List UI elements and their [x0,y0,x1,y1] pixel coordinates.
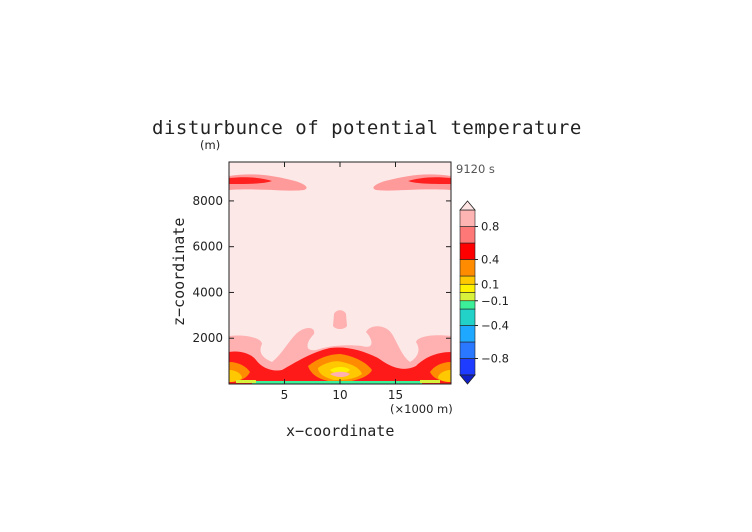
x-axis: 5 10 15 [281,162,403,402]
bottom-yellow-band-left [236,380,256,383]
lower-right-yellow [438,370,451,382]
top-right-band-red [408,177,451,184]
x-tick-label: 5 [281,388,289,402]
chart-title: disturbunce of potential temperature [152,117,582,139]
top-left-band-red [229,177,272,184]
y-tick-label: 6000 [192,240,223,254]
colorbar-swatch [459,308,476,326]
lower-left-yellow [229,370,242,382]
x-unit-label: (×1000 m) [390,402,453,416]
colorbar-swatch [459,242,476,260]
y-unit-label: (m) [200,138,220,152]
colorbar-swatch [459,283,476,293]
colorbar-extend-bottom [459,374,476,385]
colorbar-label: 0.1 [481,277,499,291]
y-axis: 2000 4000 6000 8000 [192,194,451,345]
y-axis-label: z−coordinate [170,218,188,326]
colorbar-swatch [459,292,476,302]
center-pink-inner [330,371,350,377]
colorbar-swatch [459,259,476,277]
colorbar-swatch [459,341,476,359]
colorbar-swatch [459,325,476,343]
x-tick-label: 10 [332,388,347,402]
colorbar: 0.8 0.4 0.1 −0.1 −0.4 −0.8 [459,200,509,385]
bottom-yellow-band-right [420,380,440,383]
x-tick-label: 15 [388,388,403,402]
y-tick-label: 2000 [192,331,223,345]
colorbar-label: −0.4 [481,319,509,333]
x-axis-label: x−coordinate [286,422,394,440]
time-label: 9120 s [456,162,495,176]
center-plume-pink [333,310,347,329]
colorbar-label: 0.4 [481,253,499,267]
colorbar-swatch [459,275,476,285]
colorbar-swatch [459,226,476,244]
colorbar-extend-top [459,200,476,211]
colorbar-label: 0.8 [481,220,499,234]
plot-area [229,162,451,384]
bottom-green-band [252,381,422,384]
colorbar-label: −0.1 [481,294,509,308]
colorbar-swatch [459,358,476,376]
lower-center-lightyellow [330,367,350,374]
colorbar-label: −0.8 [481,352,509,366]
y-tick-label: 4000 [192,285,223,299]
y-tick-label: 8000 [192,194,223,208]
colorbar-swatch [459,300,476,310]
colorbar-swatch [459,209,476,227]
